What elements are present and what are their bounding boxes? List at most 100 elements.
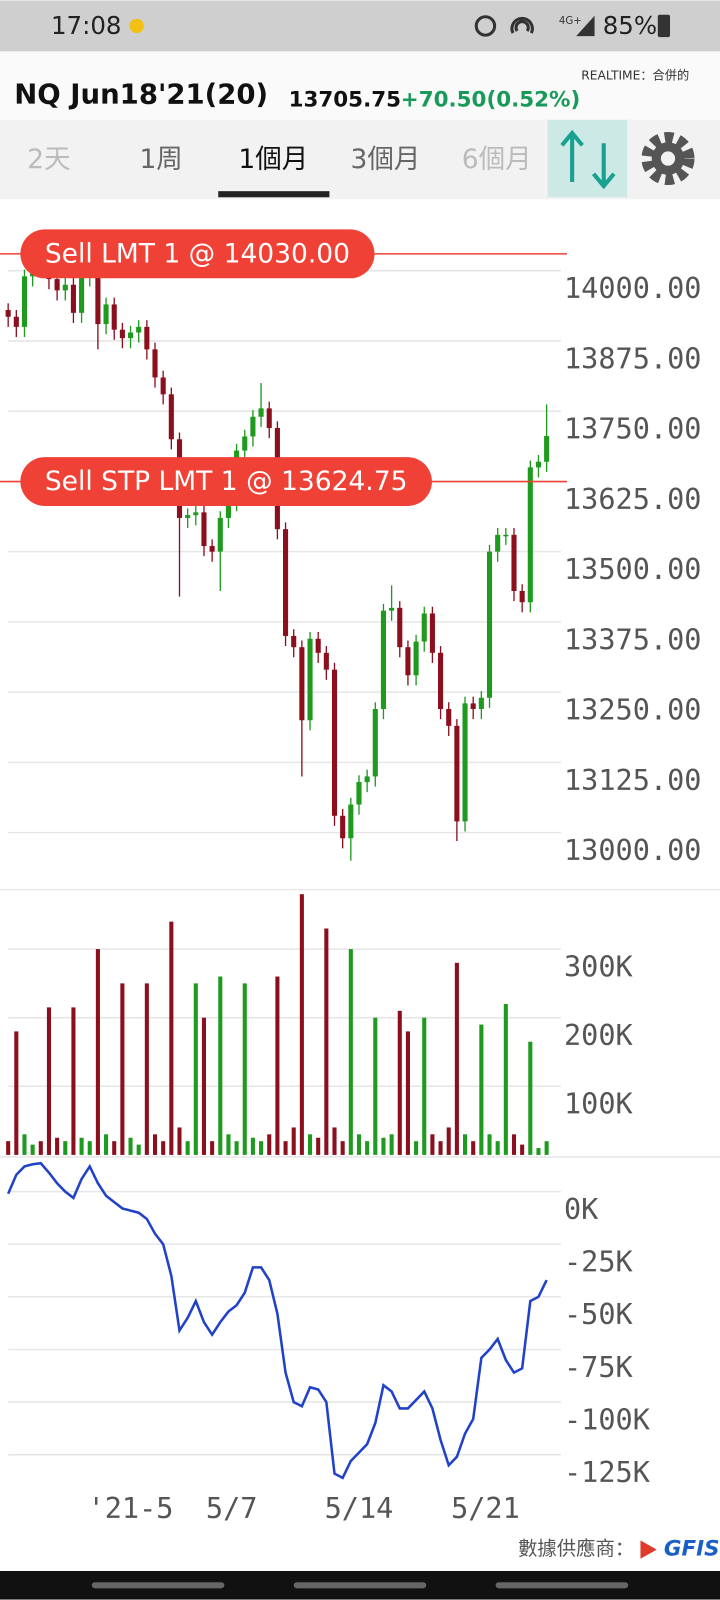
volume-bar [414, 1141, 419, 1155]
provider-logo: GFIS [664, 1537, 720, 1562]
tab[interactable]: 6個月 [462, 144, 532, 175]
provider-label: 數據供應商： [518, 1537, 634, 1560]
candle-body [144, 326, 150, 350]
y-tick-label: 13500.00 [564, 552, 702, 586]
logo-mark [640, 1540, 657, 1559]
nav-handle [293, 1582, 427, 1589]
symbol: NQ Jun18'21(20) [14, 78, 268, 110]
volume-bar [511, 1134, 517, 1155]
volume-bar [104, 1134, 109, 1155]
gear-hole [660, 151, 676, 166]
volume-bar [446, 1127, 451, 1155]
y-tick-label: 100K [564, 1087, 634, 1121]
candle-body [258, 408, 264, 417]
volume-bar [210, 1141, 215, 1155]
volume-bar [397, 1010, 402, 1155]
volume-bar [430, 1134, 435, 1155]
y-tick-label: 0K [564, 1192, 599, 1226]
arrow-up-icon [560, 129, 584, 182]
y-tick-label: 13000.00 [564, 833, 702, 867]
chart-background [0, 199, 720, 1531]
y-tick-label: 200K [564, 1018, 634, 1052]
volume-bar [471, 1141, 476, 1155]
nav-handle [91, 1582, 225, 1589]
volume-bar [438, 1141, 443, 1155]
tab[interactable]: 2天 [27, 144, 70, 175]
volume-bar [544, 1141, 549, 1155]
candle-body [503, 534, 509, 537]
tab[interactable]: 1周 [139, 144, 182, 175]
volume-bar [177, 1127, 182, 1155]
volume-bar [95, 949, 100, 1155]
candle-body [193, 512, 199, 516]
volume-bar [152, 1134, 158, 1155]
candle-body [389, 607, 395, 611]
candle-body [372, 709, 378, 777]
candle-body [136, 326, 142, 333]
y-tick-label: -100K [564, 1402, 651, 1436]
candle-body [544, 436, 550, 462]
candle-body [438, 652, 444, 710]
tab[interactable]: 3個月 [351, 144, 421, 175]
volume-bar [218, 976, 223, 1155]
volume-bar [120, 983, 125, 1155]
candle-body [462, 703, 468, 822]
volume-bar [242, 983, 247, 1155]
candle-body [242, 436, 248, 451]
tab[interactable]: 1個月 [238, 144, 308, 175]
x-tick-label: 5/14 [325, 1491, 394, 1525]
volume-bar [112, 1141, 117, 1155]
volume-bar [316, 1137, 321, 1155]
y-tick-label: -50K [564, 1297, 634, 1331]
volume-bar [373, 1017, 378, 1155]
candle-body [13, 316, 19, 327]
volume-bar [14, 1031, 19, 1155]
candle-body [307, 638, 313, 721]
candle-body [486, 551, 493, 698]
candle-body [380, 610, 387, 710]
candle-body [79, 276, 85, 313]
volume-bar [22, 1134, 27, 1155]
order-label-pill[interactable] [20, 229, 375, 279]
candle-body [152, 349, 158, 378]
volume-bar [487, 1134, 492, 1155]
volume-bar [520, 1144, 525, 1155]
candle-body [283, 529, 289, 636]
candle-body [111, 304, 117, 330]
volume-bar [79, 1137, 84, 1155]
volume-bar [201, 1017, 207, 1155]
volume-bar [169, 921, 174, 1155]
candle-body [201, 512, 207, 547]
volume-bar [185, 1141, 190, 1155]
volume-bar [340, 1141, 345, 1155]
candle-body [364, 776, 370, 783]
order-label-pill[interactable] [20, 457, 432, 507]
settings-button[interactable] [641, 132, 695, 186]
volume-bar [283, 1141, 288, 1155]
volume-bar [55, 1137, 60, 1155]
y-tick-label: -125K [564, 1455, 651, 1489]
y-tick-label: 13875.00 [564, 341, 702, 375]
volume-bar [6, 1141, 11, 1155]
candle-body [454, 725, 460, 822]
volume-bar [422, 1017, 427, 1155]
arrow-down-icon [591, 143, 616, 190]
volume-bar [405, 1031, 410, 1155]
price-change: +70.50 [401, 87, 487, 112]
y-tick-label: 13625.00 [564, 482, 702, 516]
candle-body [127, 332, 134, 339]
volume-bar [128, 1137, 133, 1155]
volume-bar [193, 983, 198, 1155]
gear-teeth [641, 132, 695, 186]
y-tick-label: -75K [564, 1350, 634, 1384]
candle-body [70, 284, 76, 313]
volume-bar [226, 1134, 231, 1155]
candle-body [397, 607, 403, 648]
candle-body [62, 284, 68, 291]
order-toggle-button[interactable] [547, 119, 628, 198]
candle-body [323, 652, 329, 670]
candle-body [21, 276, 28, 327]
volume-bar [495, 1141, 500, 1155]
candle-body [519, 590, 525, 603]
volume-bar [87, 1141, 92, 1155]
